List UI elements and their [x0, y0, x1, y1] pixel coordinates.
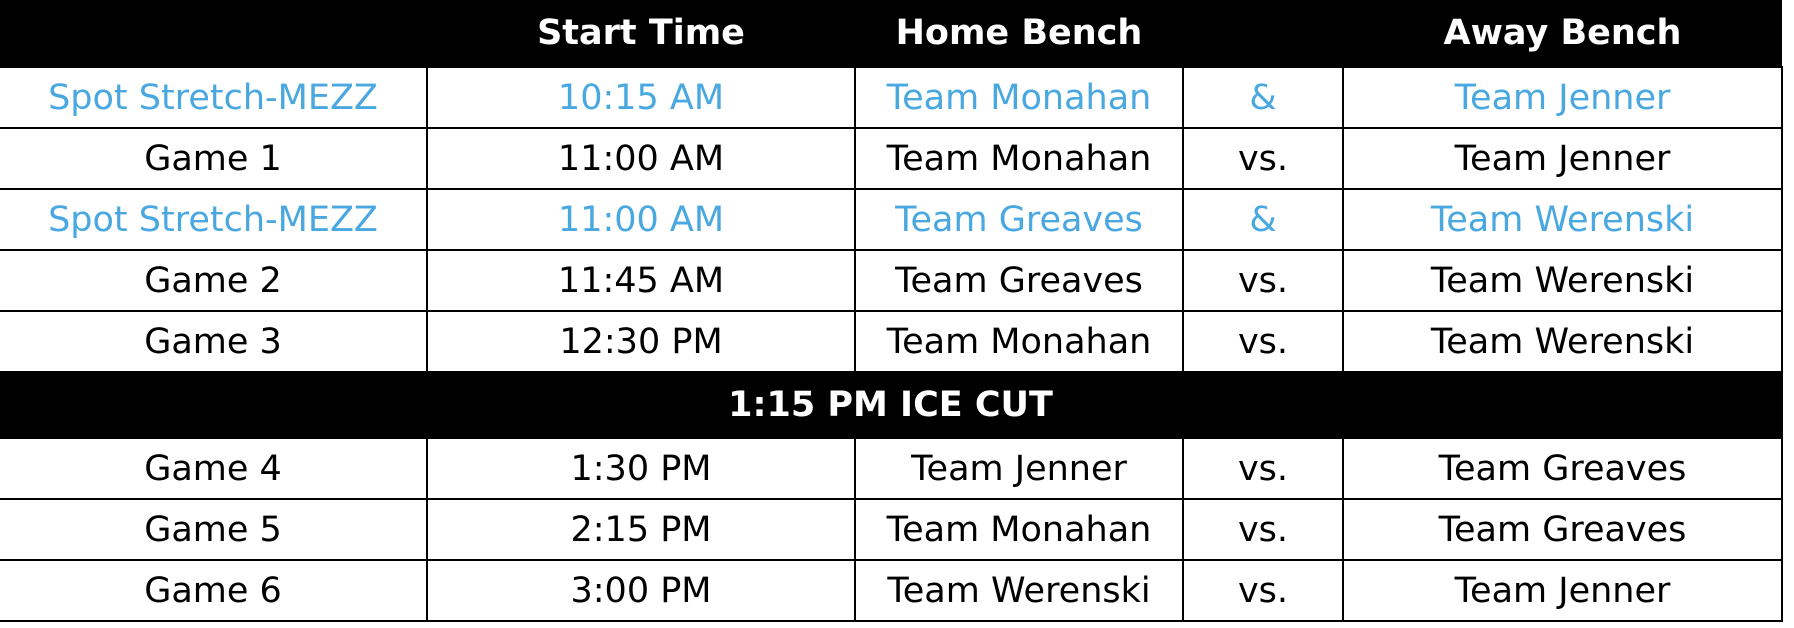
table-cell: vs. [1182, 249, 1344, 312]
header-cell [0, 0, 427, 67]
header-cell: Away Bench [1343, 0, 1782, 67]
table-cell: 11:45 AM [426, 249, 856, 312]
table-cell: Team Greaves [854, 249, 1184, 312]
table-cell: Team Jenner [1342, 127, 1783, 190]
table-cell: Team Werenski [854, 559, 1184, 622]
banner-cell: 1:15 PM ICE CUT [0, 371, 1783, 439]
table-cell: 11:00 AM [426, 127, 856, 190]
header-cell: Start Time [427, 0, 855, 67]
header-cell [1183, 0, 1343, 67]
table-cell: Team Jenner [1342, 66, 1783, 129]
table-cell: 1:30 PM [426, 437, 856, 500]
table-cell: Team Monahan [854, 310, 1184, 373]
table-cell: Team Jenner [854, 437, 1184, 500]
table-cell: Game 1 [0, 127, 428, 190]
table-cell: vs. [1182, 559, 1344, 622]
table-cell: 3:00 PM [426, 559, 856, 622]
table-cell: Spot Stretch-MEZZ [0, 188, 428, 251]
table-cell: & [1182, 66, 1344, 129]
table-row: Game 4 1:30 PM Team Jenner vs. Team Greaves [0, 437, 1783, 500]
table-cell: Team Werenski [1342, 310, 1783, 373]
header-row: Start Time Home Bench Away Bench [0, 0, 1782, 67]
table-cell: Team Greaves [854, 188, 1184, 251]
table-cell: Game 6 [0, 559, 428, 622]
table-cell: 2:15 PM [426, 498, 856, 561]
table-cell: vs. [1182, 310, 1344, 373]
table-row: 1:15 PM ICE CUT [0, 371, 1783, 439]
table-row: Game 5 2:15 PM Team Monahan vs. Team Greaves [0, 498, 1783, 561]
table-cell: Team Werenski [1342, 249, 1783, 312]
table-cell: Team Monahan [854, 498, 1184, 561]
table-row: Game 1 11:00 AM Team Monahan vs. Team Jenner [0, 127, 1783, 190]
table-cell: Team Jenner [1342, 559, 1783, 622]
table-cell: vs. [1182, 437, 1344, 500]
table-row: Spot Stretch-MEZZ 10:15 AM Team Monahan & Te… [0, 66, 1783, 129]
table-cell: Spot Stretch-MEZZ [0, 66, 428, 129]
table-row: Spot Stretch-MEZZ 11:00 AM Team Greaves & Te… [0, 188, 1783, 251]
table-cell: Team Greaves [1342, 498, 1783, 561]
table-cell: Team Greaves [1342, 437, 1783, 500]
table-cell: & [1182, 188, 1344, 251]
table-row: Game 3 12:30 PM Team Monahan vs. Team Werens… [0, 310, 1783, 373]
table-body: Spot Stretch-MEZZ 10:15 AM Team Monahan & Te… [0, 66, 1783, 622]
table-cell: Game 3 [0, 310, 428, 373]
table-cell: 11:00 AM [426, 188, 856, 251]
header-cell: Home Bench [855, 0, 1183, 67]
table-row: Game 2 11:45 AM Team Greaves vs. Team Werens… [0, 249, 1783, 312]
table-cell: Team Werenski [1342, 188, 1783, 251]
table-cell: vs. [1182, 127, 1344, 190]
table-cell: Team Monahan [854, 66, 1184, 129]
table-cell: Game 2 [0, 249, 428, 312]
table-cell: Game 4 [0, 437, 428, 500]
table-row: Game 6 3:00 PM Team Werenski vs. Team Jenner [0, 559, 1783, 622]
table-cell: Game 5 [0, 498, 428, 561]
table-cell: 10:15 AM [426, 66, 856, 129]
table-cell: 12:30 PM [426, 310, 856, 373]
table-cell: vs. [1182, 498, 1344, 561]
table-cell: Team Monahan [854, 127, 1184, 190]
